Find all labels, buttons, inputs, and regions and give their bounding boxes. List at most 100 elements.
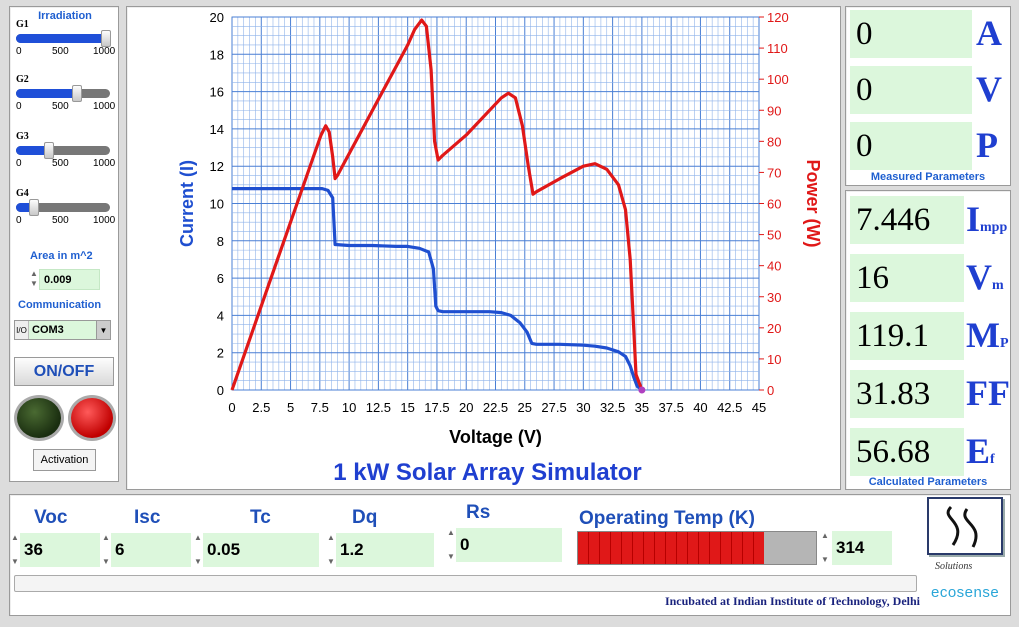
param-label-dq: Dq — [352, 507, 378, 528]
area-field[interactable]: 0.009 — [39, 269, 100, 290]
y-right-tick-label: 20 — [767, 321, 781, 336]
y-right-tick-label: 100 — [767, 72, 789, 87]
slider-knob[interactable] — [72, 85, 82, 102]
param-label-isc: Isc — [134, 507, 161, 528]
x-tick-label: 22.5 — [483, 400, 508, 415]
calculated-unit: Ef — [966, 430, 995, 472]
slider-tick: 500 — [52, 101, 69, 112]
area-spinner[interactable]: ▲ ▼ — [30, 269, 38, 288]
y-left-axis-title: Current (I) — [177, 160, 197, 247]
slider-fill — [16, 203, 34, 212]
io-icon: I/O — [15, 321, 29, 339]
activation-button[interactable]: Activation — [33, 449, 96, 471]
slider-g3[interactable] — [16, 142, 110, 159]
x-tick-label: 30 — [576, 400, 590, 415]
slider-g4[interactable] — [16, 199, 110, 216]
param-spinner[interactable]: ▲ ▼ — [194, 533, 202, 566]
y-left-tick-label: 8 — [217, 234, 224, 249]
slider-tick: 0 — [16, 46, 22, 57]
param-label-voc: Voc — [34, 507, 68, 528]
y-left-tick-label: 6 — [217, 271, 224, 286]
param-spinner[interactable]: ▲ ▼ — [447, 528, 455, 561]
param-field-isc[interactable]: 6 — [111, 533, 191, 567]
unit-sub: mpp — [980, 220, 1008, 235]
calculated-unit: MP — [966, 314, 1009, 356]
param-field-rs[interactable]: 0 — [456, 528, 562, 562]
y-left-tick-label: 20 — [210, 10, 224, 25]
operating-temp-label: Operating Temp (K) — [579, 508, 755, 529]
y-right-tick-label: 30 — [767, 290, 781, 305]
y-right-tick-label: 60 — [767, 197, 781, 212]
x-tick-label: 0 — [228, 400, 235, 415]
x-tick-label: 32.5 — [600, 400, 625, 415]
y-left-tick-label: 0 — [217, 383, 224, 398]
y-right-tick-label: 90 — [767, 103, 781, 118]
slider-label-g3: G3 — [16, 131, 29, 142]
y-right-tick-label: 40 — [767, 259, 781, 274]
communication-label: Communication — [18, 299, 102, 311]
onoff-button[interactable]: ON/OFF — [14, 357, 114, 386]
chevron-down-icon[interactable]: ▼ — [96, 321, 110, 339]
status-led-on — [68, 395, 116, 441]
measured-value-a: 0 — [850, 10, 972, 58]
param-spinner[interactable]: ▲ ▼ — [327, 533, 335, 566]
y-left-tick-label: 4 — [217, 308, 224, 323]
scroll-track[interactable] — [14, 575, 917, 592]
y-right-tick-label: 110 — [767, 41, 788, 56]
unit-main: V — [966, 257, 992, 297]
temp-field[interactable]: 314 — [832, 531, 892, 565]
y-right-tick-label: 80 — [767, 134, 781, 149]
x-tick-label: 42.5 — [717, 400, 742, 415]
param-label-rs: Rs — [466, 502, 491, 523]
slider-knob[interactable] — [29, 199, 39, 216]
param-field-dq[interactable]: 1.2 — [336, 533, 434, 567]
operating-temp-fill — [578, 532, 764, 564]
unit-main: FF — [966, 373, 1010, 413]
calculated-value: 16 — [850, 254, 964, 302]
measured-value-v: 0 — [850, 66, 972, 114]
slider-g1[interactable] — [16, 30, 111, 47]
x-tick-label: 12.5 — [366, 400, 391, 415]
slider-fill — [16, 146, 49, 155]
y-right-tick-label: 50 — [767, 228, 781, 243]
com-port-select[interactable]: I/O COM3 ▼ — [14, 320, 111, 340]
param-label-tc: Tc — [250, 507, 271, 528]
measured-unit: A — [976, 13, 1002, 53]
slider-g2[interactable] — [16, 85, 110, 102]
slider-fill — [16, 89, 77, 98]
temp-spinner[interactable]: ▲ ▼ — [821, 531, 829, 564]
y-left-tick-label: 14 — [210, 122, 224, 137]
operating-point-marker — [638, 386, 646, 394]
param-spinner[interactable]: ▲ ▼ — [11, 533, 19, 566]
slider-label-g4: G4 — [16, 188, 29, 199]
measured-caption: Measured Parameters — [870, 171, 986, 183]
param-field-voc[interactable]: 36 — [20, 533, 100, 567]
y-left-tick-label: 18 — [210, 47, 224, 62]
measured-value-p: 0 — [850, 122, 972, 170]
y-right-tick-label: 70 — [767, 165, 781, 180]
calculated-caption: Calculated Parameters — [868, 476, 988, 488]
slider-tick: 1000 — [93, 158, 116, 169]
x-tick-label: 45 — [752, 400, 766, 415]
y-left-tick-label: 16 — [210, 85, 224, 100]
irradiation-title: Irradiation — [38, 10, 92, 22]
iv-pv-chart: 0 2.5 5 7.5 10 12.5 15 17.5 20 22.5 25 27.5 30 32.5 35… — [177, 10, 823, 486]
calculated-value: 31.83 — [850, 370, 964, 418]
x-axis-title: Voltage (V) — [449, 427, 542, 447]
unit-main: I — [966, 199, 981, 239]
slider-knob[interactable] — [44, 142, 54, 159]
measured-unit: V — [976, 69, 1002, 109]
y-right-tick-label: 10 — [767, 352, 781, 367]
chart-title: 1 kW Solar Array Simulator — [333, 459, 642, 486]
activation-label: Activation — [40, 454, 89, 466]
x-tick-label: 15 — [400, 400, 414, 415]
slider-tick: 500 — [52, 158, 69, 169]
slider-knob[interactable] — [101, 30, 111, 47]
logo: Solutions ecosense — [925, 497, 1007, 611]
param-field-tc[interactable]: 0.05 — [203, 533, 319, 567]
measured-unit: P — [976, 125, 998, 165]
x-tick-label: 35 — [635, 400, 649, 415]
x-tick-label: 37.5 — [659, 400, 684, 415]
param-spinner[interactable]: ▲ ▼ — [102, 533, 110, 566]
slider-tick: 1000 — [93, 215, 116, 226]
